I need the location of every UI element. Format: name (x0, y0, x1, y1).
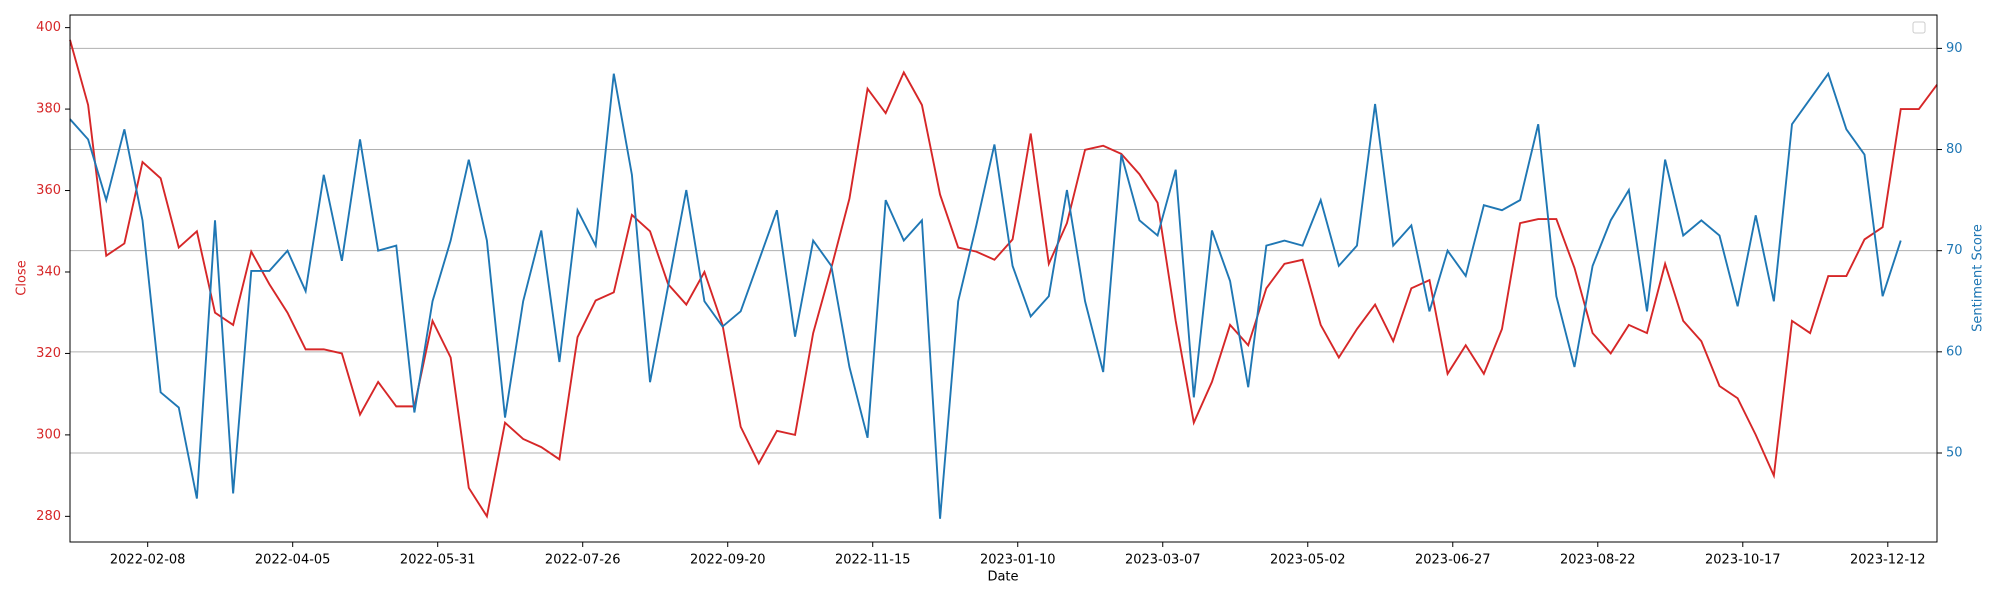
y-tick-label: 400 (36, 20, 61, 35)
line (69, 39, 1938, 519)
x-tick-label: 2023-06-27 (1415, 553, 1491, 568)
x-tick-label: 2023-08-22 (1560, 553, 1636, 568)
y-tick-label: 360 (36, 183, 61, 198)
x-axis-label: Date (987, 570, 1018, 585)
y2-tick-label: 60 (1946, 344, 1963, 359)
y2-tick-label: 90 (1946, 41, 1963, 56)
y-tick-label: 380 (36, 102, 61, 117)
line (69, 71, 1902, 519)
x-tick-label: 2022-09-20 (690, 553, 766, 568)
y2-tick-label: 50 (1946, 445, 1963, 460)
x-tick-label: 2022-05-31 (400, 553, 476, 568)
y-tick-label: 300 (36, 427, 61, 442)
x-tick-label: 2023-10-17 (1705, 553, 1781, 568)
legend (1912, 21, 1926, 34)
x-tick-label: 2022-07-26 (545, 553, 621, 568)
x-tick-label: 2023-03-07 (1125, 553, 1201, 568)
y2-axis-label: Sentiment Score (1971, 224, 1986, 332)
y2-tick-label: 70 (1946, 243, 1963, 258)
x-tick-label: 2022-02-08 (110, 553, 186, 568)
x-tick-label: 2022-04-05 (255, 553, 331, 568)
x-tick-label: 2023-12-12 (1850, 553, 1926, 568)
x-tick-label: 2022-11-15 (835, 553, 911, 568)
plot-frame (69, 14, 1938, 543)
x-tick-label: 2023-01-10 (980, 553, 1056, 568)
y2-tick-label: 80 (1946, 142, 1963, 157)
x-tick-label: 2023-05-02 (1270, 553, 1346, 568)
y-axis-label: Close (15, 260, 30, 295)
y-tick-label: 280 (36, 509, 61, 524)
y-tick-label: 340 (36, 264, 61, 279)
y-tick-label: 320 (36, 346, 61, 361)
